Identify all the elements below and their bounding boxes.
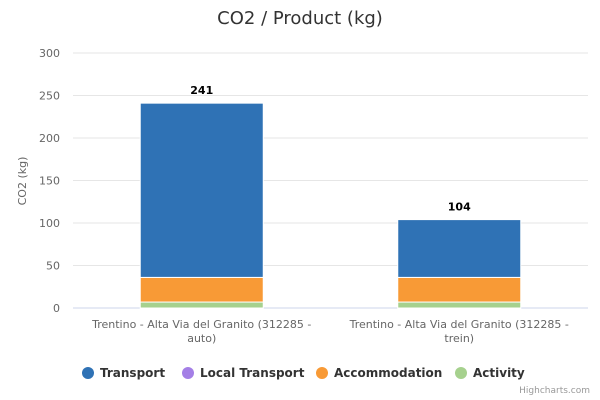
y-axis-title: CO2 (kg)	[16, 157, 29, 206]
legend-label: Accommodation	[334, 366, 442, 380]
y-tick-label: 100	[39, 217, 60, 230]
stack-total-label: 241	[190, 84, 213, 97]
x-tick-label: auto)	[187, 332, 216, 345]
legend-marker-icon	[455, 367, 467, 379]
bar-stacks	[139, 102, 522, 309]
y-tick-label: 250	[39, 90, 60, 103]
chart-title: CO2 / Product (kg)	[217, 8, 383, 29]
legend-label: Local Transport	[200, 366, 305, 380]
bar-segment-activity	[139, 301, 264, 309]
bar-segment-accommodation	[139, 276, 264, 303]
x-tick-labels: Trentino - Alta Via del Granito (312285 …	[91, 318, 569, 345]
legend-marker-icon	[82, 367, 94, 379]
bar-segment-transport	[139, 102, 264, 278]
x-tick-label: Trentino - Alta Via del Granito (312285 …	[349, 318, 569, 331]
legend-label: Transport	[100, 366, 165, 380]
stack-total-label: 104	[448, 201, 471, 214]
stack-total-labels: 241 104	[190, 84, 471, 213]
legend-item-activity[interactable]: Activity	[455, 366, 525, 380]
legend: Transport Local Transport Accommodation Act…	[82, 366, 525, 380]
x-tick-label: Trentino - Alta Via del Granito (312285 …	[91, 318, 311, 331]
legend-item-local-transport[interactable]: Local Transport	[182, 366, 305, 380]
y-tick-label: 300	[39, 47, 60, 60]
bar-segment-accommodation	[397, 276, 522, 303]
y-tick-label: 0	[53, 302, 60, 315]
y-tick-label: 150	[39, 175, 60, 188]
y-tick-label: 200	[39, 132, 60, 145]
y-tick-label: 50	[46, 260, 60, 273]
bar-segment-transport	[397, 219, 522, 278]
legend-marker-icon	[316, 367, 328, 379]
x-tick-label: trein)	[444, 332, 474, 345]
credits-link[interactable]: Highcharts.com	[519, 386, 590, 396]
legend-label: Activity	[473, 366, 525, 380]
legend-item-transport[interactable]: Transport	[82, 366, 165, 380]
legend-marker-icon	[182, 367, 194, 379]
bar-segment-activity	[397, 301, 522, 309]
y-tick-labels: 0 50 100 150 200 250 300	[39, 47, 60, 315]
legend-item-accommodation[interactable]: Accommodation	[316, 366, 442, 380]
